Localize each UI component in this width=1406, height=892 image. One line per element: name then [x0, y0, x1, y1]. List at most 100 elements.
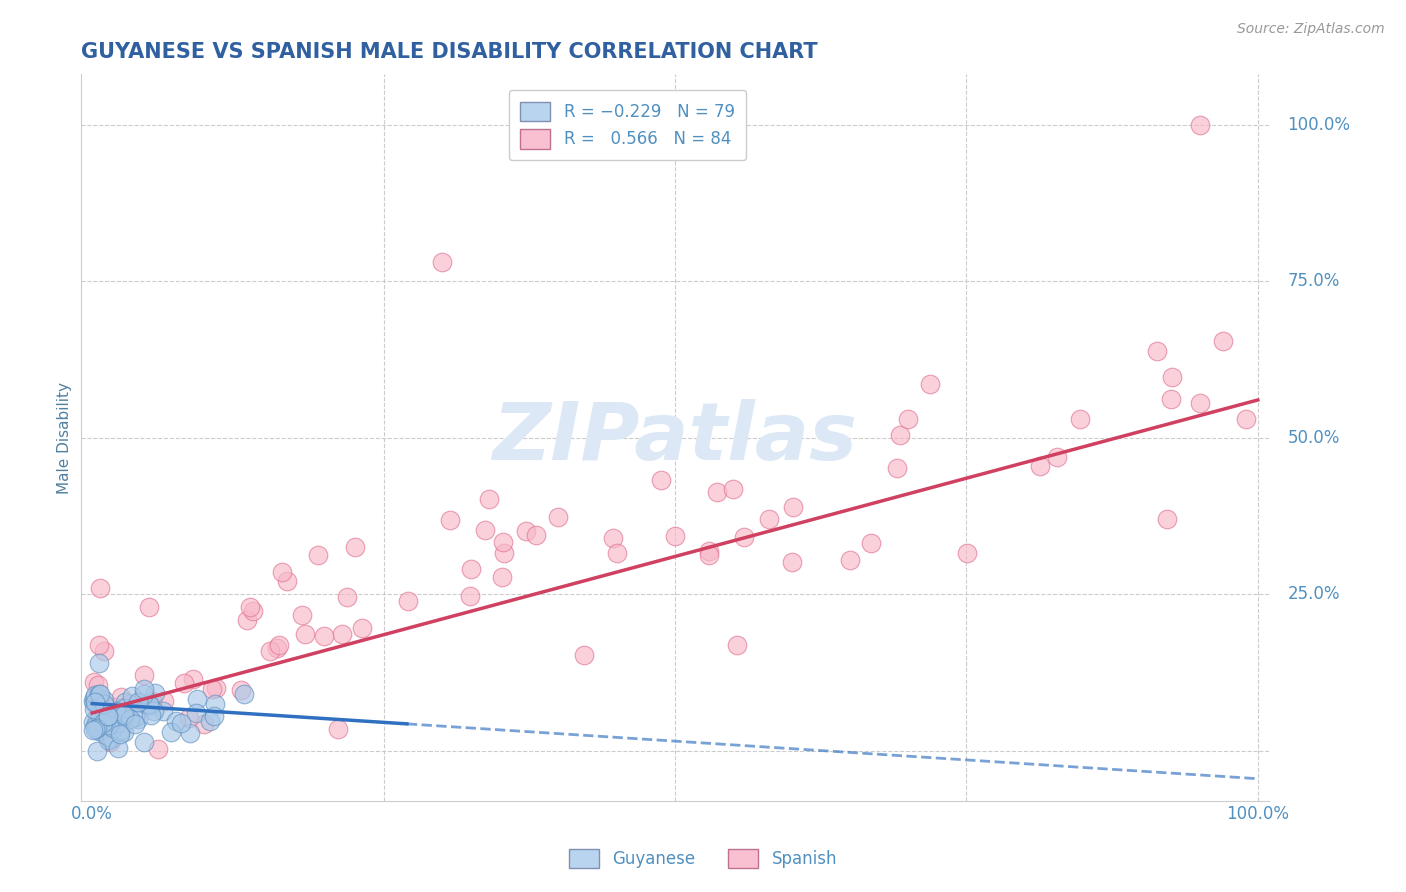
Point — [918, 377, 941, 392]
Point — [602, 531, 624, 545]
Point — [93, 644, 115, 658]
Point — [706, 485, 728, 500]
Point — [352, 621, 374, 635]
Point — [186, 706, 208, 721]
Point — [782, 500, 804, 514]
Point — [94, 715, 117, 730]
Point — [83, 701, 105, 715]
Point — [267, 638, 290, 652]
Point — [477, 492, 499, 507]
Point — [107, 740, 129, 755]
Point — [271, 566, 294, 580]
Point — [101, 731, 124, 746]
Point — [491, 569, 513, 583]
Point — [336, 590, 359, 604]
Point — [86, 743, 108, 757]
Point — [91, 702, 114, 716]
Text: 75.0%: 75.0% — [1288, 272, 1340, 290]
Point — [343, 540, 366, 554]
Point — [572, 648, 595, 663]
Point — [110, 690, 132, 705]
Point — [160, 724, 183, 739]
Text: 50.0%: 50.0% — [1288, 428, 1340, 447]
Point — [83, 675, 105, 690]
Point — [1069, 412, 1091, 426]
Point — [1028, 458, 1050, 473]
Point — [112, 715, 135, 730]
Point — [664, 529, 686, 543]
Point — [202, 709, 225, 723]
Point — [173, 676, 195, 690]
Point — [84, 714, 107, 729]
Point — [152, 694, 174, 708]
Point — [87, 690, 110, 705]
Point — [89, 687, 111, 701]
Point — [547, 509, 569, 524]
Point — [82, 694, 104, 708]
Point — [124, 716, 146, 731]
Point — [101, 714, 124, 728]
Point — [141, 707, 163, 722]
Point — [97, 709, 120, 723]
Point — [94, 713, 117, 727]
Point — [458, 589, 481, 603]
Point — [105, 704, 128, 718]
Point — [89, 704, 111, 718]
Point — [84, 719, 107, 733]
Point — [83, 722, 105, 736]
Point — [193, 717, 215, 731]
Text: ZIPatlas: ZIPatlas — [492, 399, 858, 476]
Point — [328, 722, 350, 736]
Point — [98, 735, 121, 749]
Point — [165, 714, 187, 728]
Point — [1156, 512, 1178, 526]
Point — [205, 681, 228, 695]
Point — [89, 638, 111, 652]
Point — [242, 604, 264, 618]
Point — [124, 710, 146, 724]
Point — [492, 535, 515, 549]
Legend: Guyanese, Spanish: Guyanese, Spanish — [562, 842, 844, 875]
Point — [142, 704, 165, 718]
Point — [107, 715, 129, 730]
Point — [114, 695, 136, 709]
Point — [396, 594, 419, 608]
Point — [127, 695, 149, 709]
Point — [439, 513, 461, 527]
Point — [186, 692, 208, 706]
Point — [121, 689, 143, 703]
Point — [100, 705, 122, 719]
Point — [83, 690, 105, 705]
Point — [291, 608, 314, 623]
Point — [860, 536, 883, 550]
Point — [201, 681, 224, 696]
Point — [93, 697, 115, 711]
Point — [87, 678, 110, 692]
Point — [524, 527, 547, 541]
Point — [89, 713, 111, 727]
Point — [82, 715, 104, 730]
Point — [82, 723, 104, 737]
Text: GUYANESE VS SPANISH MALE DISABILITY CORRELATION CHART: GUYANESE VS SPANISH MALE DISABILITY CORR… — [80, 42, 817, 62]
Point — [259, 644, 281, 658]
Point — [699, 544, 721, 558]
Point — [89, 581, 111, 595]
Point — [132, 668, 155, 682]
Point — [89, 723, 111, 738]
Point — [314, 629, 336, 643]
Point — [492, 546, 515, 560]
Point — [87, 704, 110, 718]
Text: 25.0%: 25.0% — [1288, 585, 1340, 603]
Point — [177, 711, 200, 725]
Text: Source: ZipAtlas.com: Source: ZipAtlas.com — [1237, 22, 1385, 37]
Point — [97, 732, 120, 747]
Point — [889, 428, 911, 442]
Point — [112, 707, 135, 722]
Point — [1161, 369, 1184, 384]
Point — [430, 255, 453, 269]
Point — [108, 727, 131, 741]
Point — [1146, 344, 1168, 359]
Point — [239, 600, 262, 615]
Point — [515, 524, 537, 538]
Point — [118, 698, 141, 712]
